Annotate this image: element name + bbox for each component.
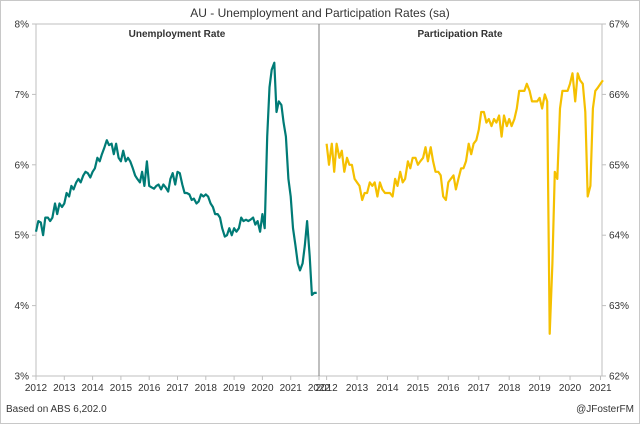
x-axis-tick-label: 2017 [166,383,189,394]
left-axis-tick-label: 4% [15,301,30,312]
x-axis-unemployment: 2012 2013 2014 2015 2016 2017 2018 2019 2020 2021… [25,376,331,394]
right-axis-tick-label: 67% [609,20,629,31]
x-axis-tick-label: 2017 [468,383,491,394]
x-axis-tick-label: 2021 [589,383,612,394]
x-axis-tick-label: 2013 [346,383,369,394]
right-axis-tick-label: 65% [609,160,629,171]
x-axis-tick-label: 2016 [437,383,460,394]
left-axis-tick-label: 3% [15,372,30,383]
left-axis-tick-label: 6% [15,160,30,171]
x-axis-tick-label: 2013 [53,383,76,394]
right-axis: 62% 63% 64% 65% 66% 67% [602,20,629,383]
x-axis-participation: 2012 2013 2014 2015 2016 2017 2018 2019 2020 2021 [315,376,612,394]
author-credit: @JFosterFM [576,404,634,415]
chart-title: AU - Unemployment and Participation Rate… [190,6,449,20]
right-axis-tick-label: 66% [609,90,629,101]
source-note: Based on ABS 6,202.0 [6,404,107,415]
right-axis-tick-label: 64% [609,231,629,242]
unemployment-rate-line [34,61,317,297]
x-axis-tick-label: 2012 [315,383,338,394]
x-axis-tick-label: 2016 [138,383,161,394]
right-axis-tick-label: 62% [609,372,629,383]
x-axis-tick-label: 2014 [376,383,399,394]
x-axis-tick-label: 2015 [407,383,430,394]
x-axis-tick-label: 2015 [110,383,133,394]
x-axis-tick-label: 2018 [195,383,218,394]
x-axis-tick-label: 2021 [280,383,303,394]
participation-rate-line [325,72,604,335]
x-axis-tick-label: 2019 [223,383,246,394]
x-axis-tick-label: 2014 [81,383,104,394]
participation-panel-label: Participation Rate [417,29,502,40]
x-axis-tick-label: 2019 [528,383,551,394]
x-axis-tick-label: 2012 [25,383,48,394]
left-axis-tick-label: 7% [15,90,30,101]
left-axis: 3% 4% 5% 6% 7% 8% [15,20,36,383]
left-axis-tick-label: 8% [15,20,30,31]
unemployment-panel-label: Unemployment Rate [129,29,226,40]
x-axis-tick-label: 2020 [559,383,582,394]
right-axis-tick-label: 63% [609,301,629,312]
x-axis-tick-label: 2022 [308,383,331,394]
x-axis-tick-label: 2018 [498,383,521,394]
left-axis-tick-label: 5% [15,231,30,242]
x-axis-tick-label: 2020 [251,383,274,394]
